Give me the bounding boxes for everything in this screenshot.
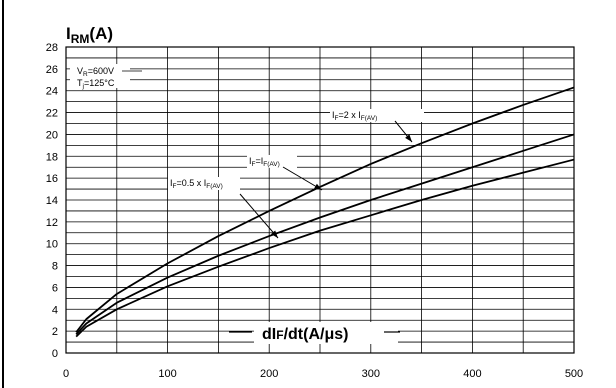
x-tick-label: 400 [463,368,481,380]
conditions-bg [70,64,130,88]
y-tick-label: 28 [46,42,58,54]
y-tick-label: 10 [46,239,58,251]
x-tick-label: 0 [63,368,69,380]
series-line [75,133,575,336]
series-line [75,86,575,333]
series-label-bg [247,155,297,168]
series-label-leader [239,193,279,239]
grid [65,46,575,354]
series-line [75,158,575,338]
condition-tj: Tj=125°C [77,78,115,90]
y-tick-label: 12 [46,217,58,229]
x-axis-title: dIF/dt(A/μs) [262,326,348,343]
x-axis-title-bg [254,322,398,344]
y-tick-label: 14 [46,195,58,207]
y-tick-label: 6 [52,282,58,294]
y-tick-label: 2 [52,326,58,338]
series-label: IF=2 x IF(AV) [332,110,377,122]
x-tick-label: 500 [565,368,583,380]
series-label-bg [168,177,240,190]
series-label: IF=IF(AV) [249,156,280,168]
y-tick-label: 26 [46,64,58,76]
series-label-arrowhead [314,183,322,190]
series-label: IF=0.5 x IF(AV) [170,178,223,190]
plot-frame [65,46,575,354]
series-label-bg [330,109,424,122]
x-tick-label: 200 [260,368,278,380]
condition-vr: VR=600V [77,66,114,78]
series-label-arrowhead [271,230,278,238]
series-label-arrowhead [405,134,412,142]
y-tick-label: 22 [46,108,58,120]
y-tick-label: 0 [52,348,58,360]
y-axis-title: IRM(A) [66,24,113,46]
y-tick-label: 8 [52,261,58,273]
x-tick-label: 300 [362,368,380,380]
x-tick-label: 100 [158,368,176,380]
y-tick-label: 24 [46,86,58,98]
y-tick-label: 16 [46,173,58,185]
y-tick-label: 20 [46,129,58,141]
y-tick-label: 18 [46,151,58,163]
y-tick-label: 4 [52,304,58,316]
series-group [75,86,575,338]
